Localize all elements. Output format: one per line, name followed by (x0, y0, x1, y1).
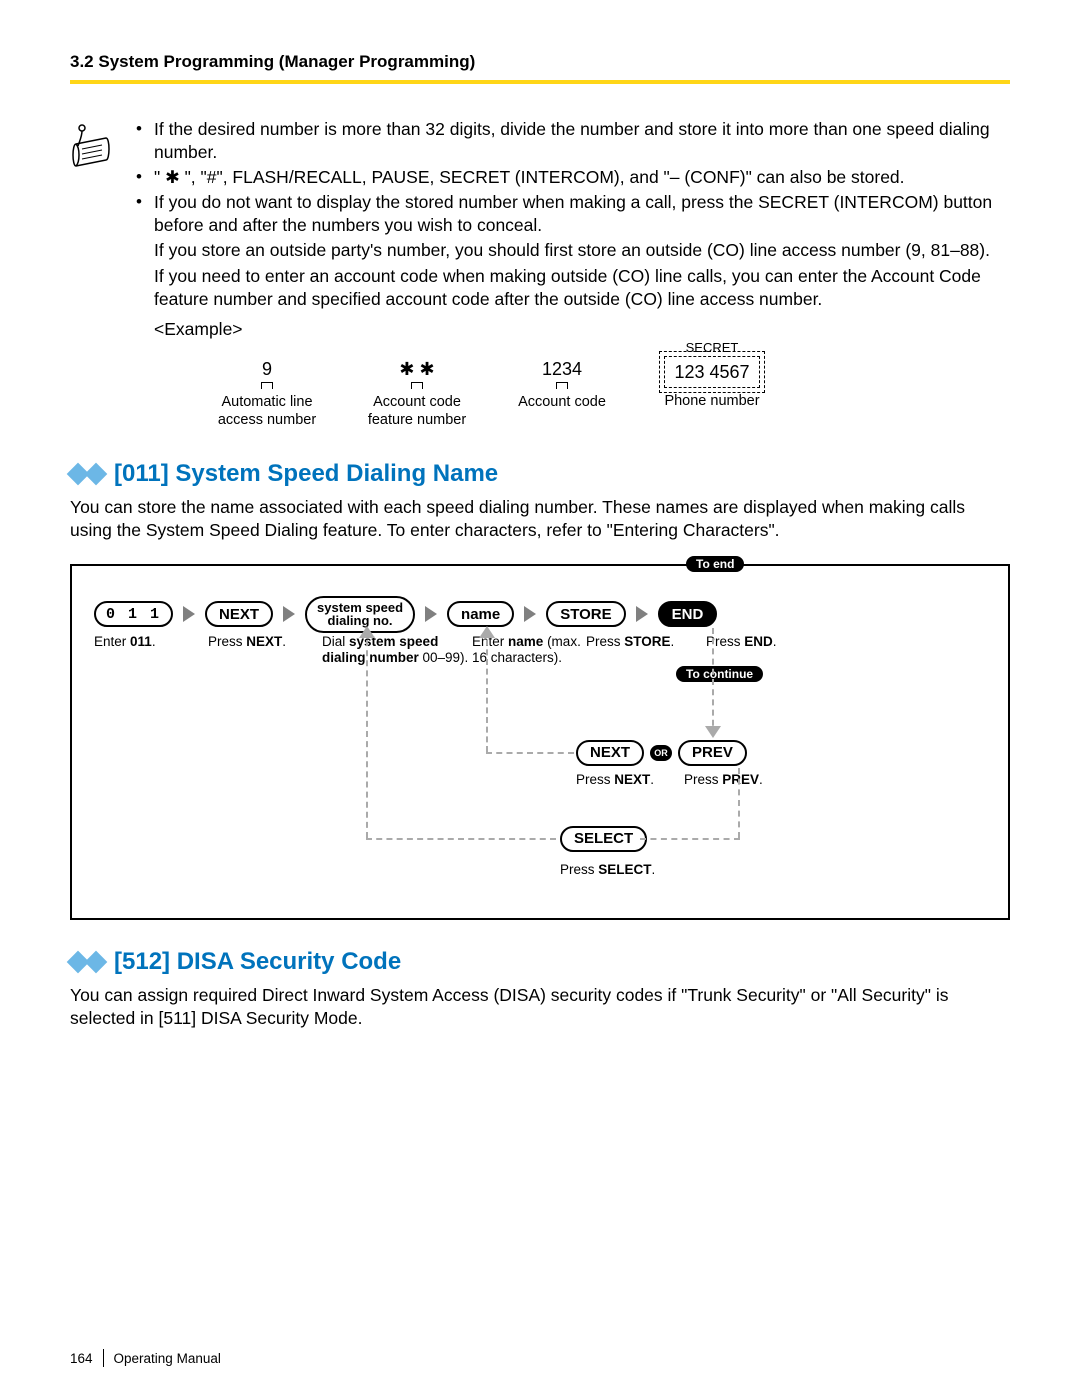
bullet-1: If the desired number is more than 32 di… (132, 118, 1010, 164)
notes-text: If the desired number is more than 32 di… (132, 118, 1010, 430)
loop-next: NEXT (576, 740, 644, 766)
cap-7: Press NEXT. (576, 772, 654, 787)
cap-5: Press STORE. (586, 634, 706, 666)
tri-icon (183, 606, 195, 622)
ex-1-lab: Automatic line access number (192, 393, 342, 429)
ex-2-val: ✱ ✱ (342, 358, 492, 381)
section-011-body: You can store the name associated with e… (70, 496, 1010, 542)
cap-9: Press SELECT. (560, 862, 655, 877)
loop-next-prev: NEXT OR PREV (576, 740, 747, 766)
step-next: NEXT (205, 601, 273, 627)
note-icon (70, 118, 114, 175)
ex-4-lab: Phone number (632, 392, 792, 410)
step-name: name (447, 601, 514, 627)
cap-4: Enter name (max. 16 characters). (472, 634, 586, 666)
header-rule (70, 80, 1010, 84)
cap-8: Press PREV. (684, 772, 763, 787)
section-512-head: [512] DISA Security Code (70, 948, 1010, 976)
bullet-3: If you do not want to display the stored… (132, 191, 1010, 237)
section-512-title: [512] DISA Security Code (114, 948, 401, 976)
ex-1-val: 9 (192, 358, 342, 381)
ex-2-lab: Account code feature number (342, 393, 492, 429)
cap-3: Dial system speed dialing number 00–99). (322, 634, 472, 666)
example-label: <Example> (132, 319, 1010, 340)
section-011-title: [011] System Speed Dialing Name (114, 460, 498, 488)
tri-icon (636, 606, 648, 622)
page-number: 164 (70, 1351, 93, 1366)
step-end: END (658, 601, 718, 627)
footer: 164 Operating Manual (70, 1349, 221, 1367)
example-row: 9 Automatic line access number ✱ ✱ Accou… (132, 358, 1010, 430)
badge-to-end: To end (686, 556, 744, 572)
badge-to-continue: To continue (676, 666, 763, 682)
or-badge: OR (650, 745, 672, 761)
step-digits: 0 1 1 (94, 601, 173, 627)
header-section: 3.2 System Programming (Manager Programm… (70, 52, 1010, 72)
ex-3-lab: Account code (492, 393, 632, 411)
tri-icon (425, 606, 437, 622)
notes-block: If the desired number is more than 32 di… (70, 118, 1010, 430)
bullet-2: " ✱ ", "#", FLASH/RECALL, PAUSE, SECRET … (132, 166, 1010, 189)
flow-diagram: To end 0 1 1 NEXT system speeddialing no… (70, 564, 1010, 920)
follow-1: If you store an outside party's number, … (132, 239, 1010, 262)
follow-2: If you need to enter an account code whe… (132, 265, 1010, 311)
tri-icon (524, 606, 536, 622)
step-store: STORE (546, 601, 625, 627)
doc-title: Operating Manual (114, 1351, 221, 1366)
section-512-body: You can assign required Direct Inward Sy… (70, 984, 1010, 1030)
ex-3-val: 1234 (492, 358, 632, 381)
diamond-icon (70, 954, 104, 970)
cap-2: Press NEXT. (208, 634, 322, 666)
section-011-head: [011] System Speed Dialing Name (70, 460, 1010, 488)
loop-select: SELECT (560, 826, 647, 852)
cap-1: Enter 011. (94, 634, 208, 666)
tri-icon (283, 606, 295, 622)
loop-prev: PREV (678, 740, 747, 766)
cap-6: Press END. (706, 634, 806, 666)
diamond-icon (70, 466, 104, 482)
